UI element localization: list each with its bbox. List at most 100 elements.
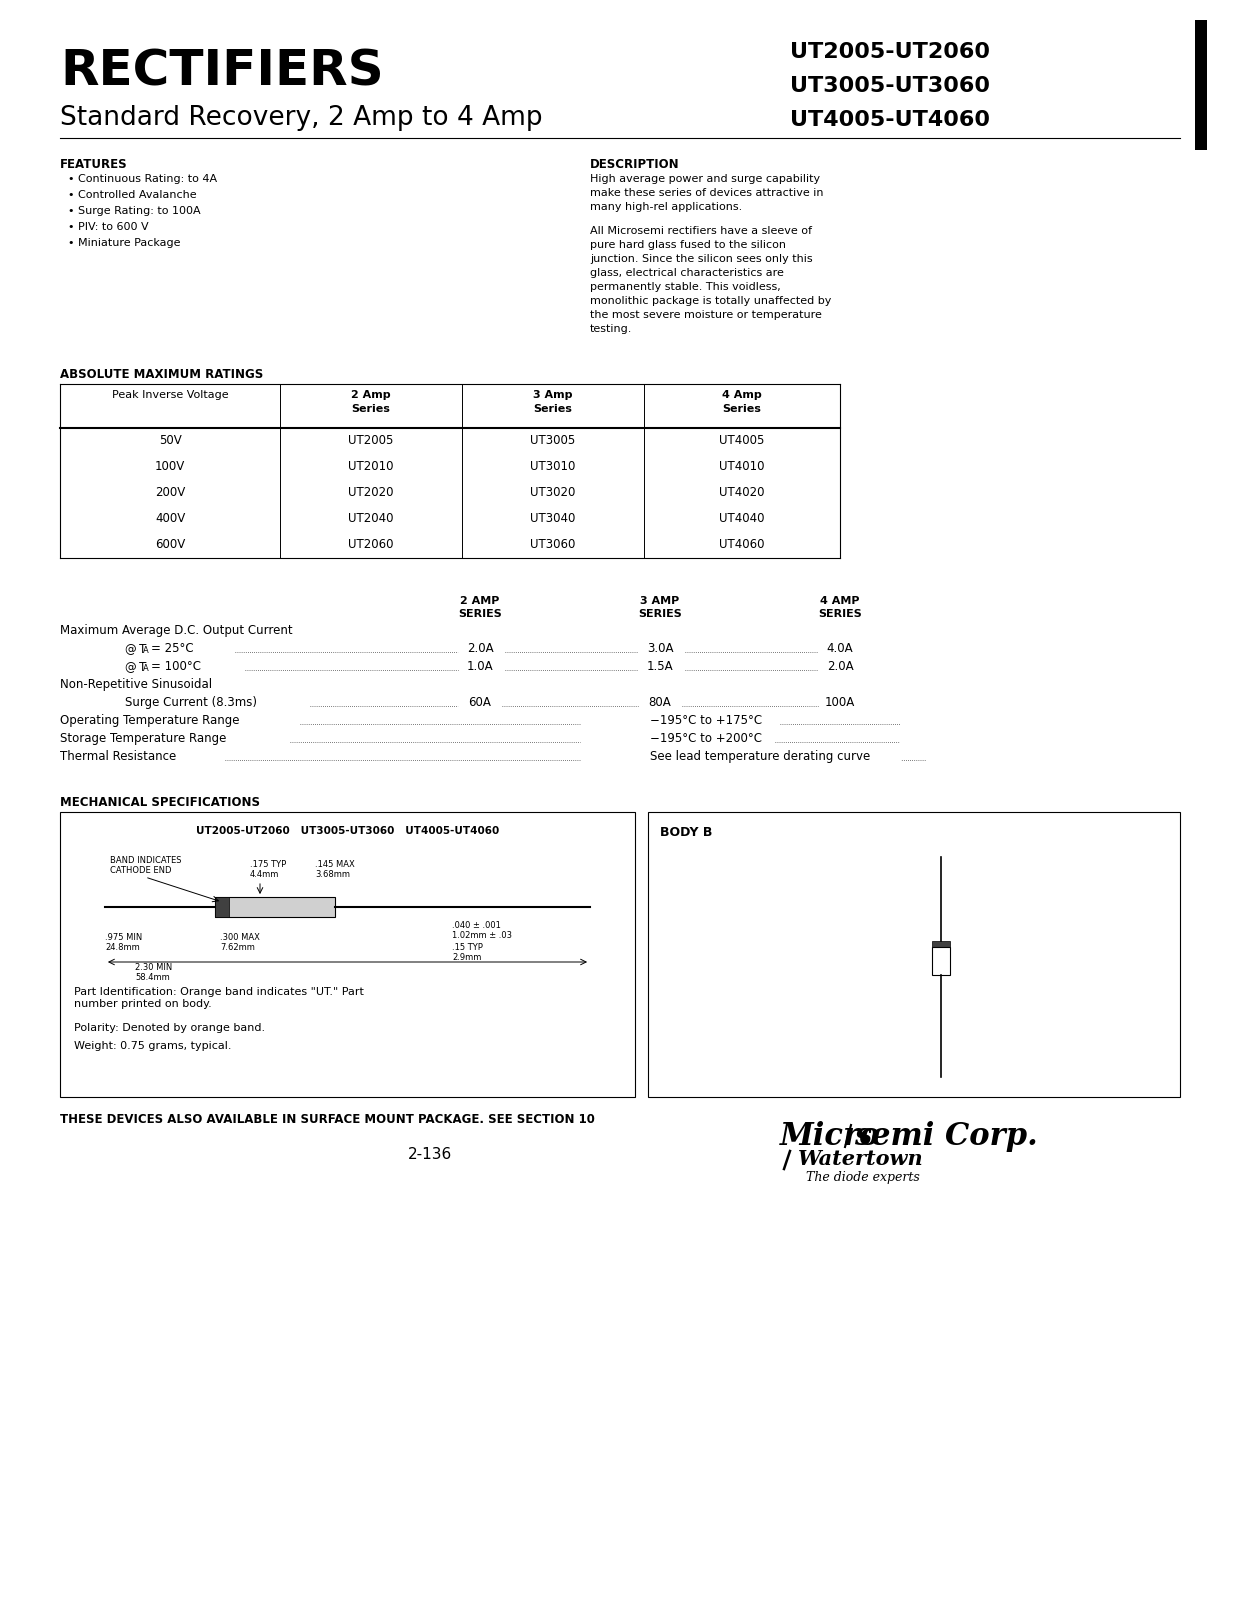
Text: 2-136: 2-136 <box>408 1147 453 1162</box>
Text: High average power and surge capability: High average power and surge capability <box>590 174 820 184</box>
Text: testing.: testing. <box>590 323 632 334</box>
Text: • PIV: to 600 V: • PIV: to 600 V <box>68 222 148 232</box>
Text: The diode experts: The diode experts <box>807 1171 920 1184</box>
Text: .300 MAX
7.62mm: .300 MAX 7.62mm <box>220 933 260 952</box>
Text: MECHANICAL SPECIFICATIONS: MECHANICAL SPECIFICATIONS <box>61 795 260 810</box>
Text: 200V: 200V <box>155 486 186 499</box>
Text: the most severe moisture or temperature: the most severe moisture or temperature <box>590 310 821 320</box>
Text: A: A <box>143 664 148 674</box>
Text: 3 Amp: 3 Amp <box>533 390 573 400</box>
Text: Surge Current (8.3ms): Surge Current (8.3ms) <box>125 696 257 709</box>
Text: UT2040: UT2040 <box>349 512 393 525</box>
Text: UT4040: UT4040 <box>719 512 764 525</box>
Text: SERIES: SERIES <box>458 610 502 619</box>
Text: RECTIFIERS: RECTIFIERS <box>61 48 383 96</box>
Text: BODY B: BODY B <box>661 826 713 838</box>
Text: Part Identification: Orange band indicates "UT." Part
number printed on body.: Part Identification: Orange band indicat… <box>74 987 364 1008</box>
Bar <box>931 947 950 974</box>
Text: Watertown: Watertown <box>798 1149 924 1170</box>
Text: permanently stable. This voidless,: permanently stable. This voidless, <box>590 282 781 291</box>
Text: .145 MAX
3.68mm: .145 MAX 3.68mm <box>315 859 355 878</box>
Text: 2.0A: 2.0A <box>826 659 854 674</box>
Text: UT2005: UT2005 <box>349 435 393 448</box>
Text: THESE DEVICES ALSO AVAILABLE IN SURFACE MOUNT PACKAGE. SEE SECTION 10: THESE DEVICES ALSO AVAILABLE IN SURFACE … <box>61 1114 595 1126</box>
Text: 4 AMP: 4 AMP <box>820 595 860 606</box>
Text: 2.30 MIN
58.4mm: 2.30 MIN 58.4mm <box>135 963 172 982</box>
Text: DESCRIPTION: DESCRIPTION <box>590 158 679 171</box>
Text: .175 TYP
4.4mm: .175 TYP 4.4mm <box>250 859 286 878</box>
Text: UT4005-UT4060: UT4005-UT4060 <box>790 110 990 130</box>
Text: Polarity: Denoted by orange band.: Polarity: Denoted by orange band. <box>74 1022 265 1034</box>
Text: @ T: @ T <box>125 642 146 654</box>
Text: Series: Series <box>533 403 573 414</box>
Text: @ T: @ T <box>125 659 146 674</box>
Text: UT2020: UT2020 <box>349 486 393 499</box>
Text: Series: Series <box>722 403 762 414</box>
Text: 3.0A: 3.0A <box>647 642 673 654</box>
Text: UT2010: UT2010 <box>349 461 393 474</box>
Text: 1.0A: 1.0A <box>466 659 494 674</box>
Text: Micro: Micro <box>781 1122 881 1152</box>
Text: All Microsemi rectifiers have a sleeve of: All Microsemi rectifiers have a sleeve o… <box>590 226 811 235</box>
Text: Weight: 0.75 grams, typical.: Weight: 0.75 grams, typical. <box>74 1042 231 1051</box>
Text: UT2005-UT2060: UT2005-UT2060 <box>790 42 990 62</box>
Text: = 100°C: = 100°C <box>151 659 200 674</box>
Text: Standard Recovery, 2 Amp to 4 Amp: Standard Recovery, 2 Amp to 4 Amp <box>61 106 543 131</box>
Bar <box>1195 19 1207 150</box>
Text: monolithic package is totally unaffected by: monolithic package is totally unaffected… <box>590 296 831 306</box>
Text: many high-rel applications.: many high-rel applications. <box>590 202 742 211</box>
Text: SERIES: SERIES <box>818 610 862 619</box>
Text: 50V: 50V <box>158 435 182 448</box>
Text: make these series of devices attractive in: make these series of devices attractive … <box>590 187 824 198</box>
Text: junction. Since the silicon sees only this: junction. Since the silicon sees only th… <box>590 254 813 264</box>
Text: ABSOLUTE MAXIMUM RATINGS: ABSOLUTE MAXIMUM RATINGS <box>61 368 263 381</box>
Text: UT4020: UT4020 <box>719 486 764 499</box>
Text: Storage Temperature Range: Storage Temperature Range <box>61 733 226 746</box>
Text: 2 Amp: 2 Amp <box>351 390 391 400</box>
Text: glass, electrical characteristics are: glass, electrical characteristics are <box>590 267 784 278</box>
Text: SERIES: SERIES <box>638 610 682 619</box>
Text: UT3060: UT3060 <box>531 539 575 552</box>
Bar <box>61 813 635 1098</box>
Text: Thermal Resistance: Thermal Resistance <box>61 750 176 763</box>
Text: 2.0A: 2.0A <box>466 642 494 654</box>
Text: 100A: 100A <box>825 696 855 709</box>
Text: = 25°C: = 25°C <box>151 642 194 654</box>
Text: UT3040: UT3040 <box>531 512 575 525</box>
Bar <box>215 898 229 917</box>
Text: pure hard glass fused to the silicon: pure hard glass fused to the silicon <box>590 240 785 250</box>
Text: • Miniature Package: • Miniature Package <box>68 238 181 248</box>
Text: UT3020: UT3020 <box>531 486 575 499</box>
Text: 1.5A: 1.5A <box>647 659 673 674</box>
Bar <box>215 898 335 917</box>
Text: 4 Amp: 4 Amp <box>722 390 762 400</box>
Text: UT3010: UT3010 <box>531 461 575 474</box>
Text: −195°C to +175°C: −195°C to +175°C <box>649 714 762 726</box>
Text: UT2005-UT2060   UT3005-UT3060   UT4005-UT4060: UT2005-UT2060 UT3005-UT3060 UT4005-UT406… <box>195 826 499 835</box>
Text: BAND INDICATES
CATHODE END: BAND INDICATES CATHODE END <box>110 856 182 875</box>
Text: • Surge Rating: to 100A: • Surge Rating: to 100A <box>68 206 200 216</box>
Text: .975 MIN
24.8mm: .975 MIN 24.8mm <box>105 933 142 952</box>
Text: 600V: 600V <box>155 539 186 552</box>
Text: UT4060: UT4060 <box>719 539 764 552</box>
Text: A: A <box>143 646 148 654</box>
Text: Peak Inverse Voltage: Peak Inverse Voltage <box>111 390 229 400</box>
Text: FEATURES: FEATURES <box>61 158 127 171</box>
Text: .040 ± .001
1.02mm ± .03: .040 ± .001 1.02mm ± .03 <box>453 922 512 941</box>
Text: 2 AMP: 2 AMP <box>460 595 500 606</box>
Text: 60A: 60A <box>469 696 491 709</box>
Text: UT4010: UT4010 <box>719 461 764 474</box>
Text: 400V: 400V <box>155 512 186 525</box>
Text: semi Corp.: semi Corp. <box>854 1122 1038 1152</box>
Text: Series: Series <box>351 403 391 414</box>
Text: Non-Repetitive Sinusoidal: Non-Repetitive Sinusoidal <box>61 678 212 691</box>
Text: 100V: 100V <box>155 461 186 474</box>
Text: UT3005: UT3005 <box>531 435 575 448</box>
Text: See lead temperature derating curve: See lead temperature derating curve <box>649 750 871 763</box>
Text: UT2060: UT2060 <box>349 539 393 552</box>
Text: 80A: 80A <box>648 696 672 709</box>
Text: −195°C to +200°C: −195°C to +200°C <box>649 733 762 746</box>
Text: 4.0A: 4.0A <box>826 642 854 654</box>
Text: .15 TYP
2.9mm: .15 TYP 2.9mm <box>453 942 484 962</box>
Bar <box>648 813 1180 1098</box>
